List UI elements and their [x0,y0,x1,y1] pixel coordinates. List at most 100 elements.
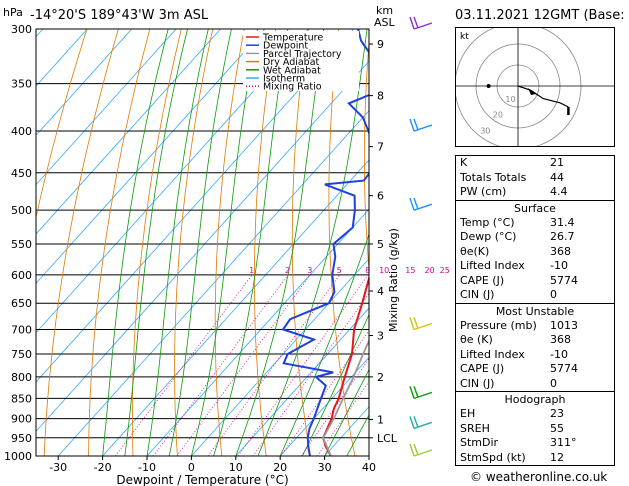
stat-value: 311° [550,436,577,449]
stat-value: 55 [550,421,564,435]
legend-label: Parcel Trajectory [263,49,342,60]
stat-row: K 21 [456,156,614,171]
pressure-tick-label: 1000 [4,450,32,463]
pressure-tick-label: 500 [11,204,32,217]
stat-label: θe(K) [460,244,490,258]
most-unstable-title: Most Unstable [495,304,575,318]
wind-barb-shaft [413,449,433,457]
pressure-tick-label: 950 [11,432,32,445]
stat-label: Lifted Index [460,259,525,272]
isotherm-line [146,208,369,456]
wind-barb-flag [413,197,419,210]
km-tick-label: 6 [377,190,384,203]
x-tick-label: 0 [188,461,195,474]
pressure-tick-label: 750 [11,348,32,361]
stat-row: θe (K) 368 [456,333,614,348]
pressure-tick-label: 800 [11,371,32,384]
isotherm-line [191,258,369,456]
dewpoint-line [281,29,369,456]
stat-row: θe(K) 368 [456,245,614,260]
pressure-tick-label: 600 [11,269,32,282]
km-tick-label: 3 [377,330,384,343]
stat-value: 1013 [550,318,578,332]
x-tick-label: -20 [94,461,112,474]
mixing-ratio-label: 15 [405,266,415,275]
most-unstable-section: Most Unstable Pressure (mb) 1013 θe (K) 368… [456,302,614,392]
mixing-ratio-label: 2 [285,266,290,275]
stat-label: K [460,156,468,169]
wind-barb [409,443,433,457]
wet-adiabat [324,368,369,456]
wet-adiabat [257,29,368,456]
hodograph-panel: 10 20 30 kt [454,22,615,150]
dry-adiabat [622,29,629,456]
isotherm-line [57,110,369,456]
stat-label: θe (K) [460,333,493,346]
plot-frame [35,28,370,457]
isotherm-line [36,60,369,432]
mixing-ratio-label: 8 [365,266,370,275]
wet-adiabat [191,29,258,456]
legend-label: Isotherm [263,74,305,85]
km-tick-label: LCL [377,432,398,445]
hodograph-stats-section: Hodograph EH 23 SREH 55 StmDir 311° StmSpd (kt… [456,391,614,465]
stat-row: StmDir 311° [456,436,614,451]
wind-barb-shaft [413,203,433,211]
stat-row: Dewp (°C) 26.7 [456,230,614,245]
mixing-ratio-line [317,380,369,456]
stat-value: 26.7 [550,230,575,243]
mixing-ratio-label: 1 [249,266,254,275]
pressure-tick-label: 550 [11,238,32,251]
stat-label: CAPE (J) [460,273,505,287]
km-tick-label: 8 [377,90,384,103]
hodograph-trace [517,85,569,108]
isotherm-line [36,29,132,136]
dry-adiabat [36,29,88,220]
indices-table: K 21 Totals Totals 44 PW (cm) 4.4 Surface Tem… [455,155,615,466]
x-tick-label: 20 [273,461,287,474]
wind-barb-flag [409,118,415,132]
wet-adiabat [146,29,209,456]
stat-value: 5774 [550,273,578,287]
asl-label: ASL [374,16,395,29]
plot-area [36,29,629,456]
stat-value: 12 [550,450,564,464]
mixing-ratio-line [280,329,369,456]
pressure-tick-label: 450 [11,167,32,180]
x-tick-label: 40 [362,461,376,474]
dry-adiabat [132,29,182,456]
mixing-ratio-line [300,357,369,456]
dry-adiabat [214,29,245,456]
stat-label: SREH [460,421,490,435]
stat-row: CAPE (J) 5774 [456,362,614,377]
stat-row: Pressure (mb) 1013 [456,319,614,334]
wind-barb-flag [409,443,415,457]
mixing-ratio-line [237,274,369,456]
legend-label: Dewpoint [263,41,308,52]
stat-row: PW (cm) 4.4 [456,185,614,200]
pressure-tick-label: 850 [11,392,32,405]
hodograph-ring-label: 30 [480,126,490,135]
stat-value: 31.4 [550,215,575,229]
isotherm-line [279,356,369,456]
x-tick-label: -10 [138,461,156,474]
dry-adiabat [88,29,151,456]
wet-adiabat [279,232,369,456]
dry-adiabat [291,29,311,456]
pressure-tick-label: 400 [11,125,32,138]
pressure-tick-label: 700 [11,324,32,337]
copyright-footer[interactable]: © weatheronline.co.uk [470,470,608,484]
stat-label: CAPE (J) [460,362,505,375]
stat-label: StmDir [460,436,499,449]
wind-barb [409,118,433,132]
dry-adiabat [254,29,277,456]
mixing-ratio-label: 20 [424,266,434,275]
stat-value: 23 [550,407,564,420]
isotherm-line [36,29,354,383]
wind-barb-shaft [413,421,433,430]
mixing-ratio-line [115,274,253,456]
hodograph-ring-label: 20 [493,111,503,120]
